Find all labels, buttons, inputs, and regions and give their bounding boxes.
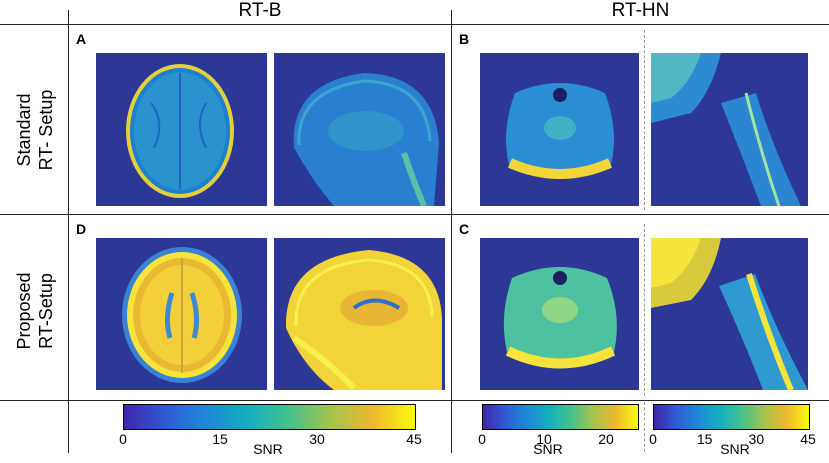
- grid-horizontal-bottom: [0, 400, 829, 401]
- grid-vertical-left: [68, 10, 69, 453]
- mri-neck-axial-standard: [480, 53, 639, 206]
- colorbar-tick-label: 30: [748, 431, 765, 447]
- colorbar-tick-label: 15: [212, 431, 228, 447]
- row-title-proposed-line2: RT-Setup: [36, 273, 56, 349]
- colorbar-rt-b-label: SNR: [253, 441, 283, 457]
- panel-label-b: B: [459, 31, 470, 47]
- panel-label-c: C: [459, 221, 470, 237]
- row-title-standard-line1: Standard: [14, 93, 34, 167]
- panel-label-a: A: [76, 31, 87, 47]
- colorbar-tick-label: 0: [478, 431, 486, 447]
- grid-vertical-middle: [451, 10, 452, 453]
- row-title-standard: Standard RT- Setup: [13, 75, 57, 185]
- colorbar-rt-hn-sagittal-label: SNR: [720, 441, 750, 457]
- grid-horizontal-top: [0, 24, 829, 25]
- colorbar-tick-label: 45: [406, 431, 422, 447]
- colorbar-tick-label: 0: [119, 431, 127, 447]
- colorbar-rt-b: [123, 404, 416, 430]
- divider-dashed-top: [644, 30, 645, 210]
- mri-neck-sagittal-proposed: [651, 238, 808, 390]
- colorbar-tick-label: 20: [598, 431, 614, 447]
- divider-dashed-bottom: [644, 224, 645, 396]
- colorbar-rt-hn-sagittal: [653, 404, 810, 430]
- row-title-proposed: Proposed RT-Setup: [13, 256, 57, 366]
- column-title-rt-hn: RT-HN: [611, 0, 670, 21]
- colorbar-tick-label: 0: [649, 431, 657, 447]
- colorbar-tick-label: 15: [696, 431, 713, 447]
- grid-horizontal-middle: [0, 214, 829, 215]
- column-title-rt-b: RT-B: [238, 0, 282, 21]
- mri-brain-axial-proposed: [96, 238, 267, 390]
- row-title-proposed-line1: Proposed: [14, 272, 34, 350]
- row-title-standard-line2: RT- Setup: [36, 89, 56, 171]
- colorbar-tick-label: 10: [536, 431, 552, 447]
- colorbar-rt-hn-axial: [482, 404, 639, 430]
- panel-label-d: D: [76, 221, 87, 237]
- divider-dashed-colorbar: [644, 402, 645, 452]
- mri-brain-sagittal-standard: [274, 53, 445, 206]
- mri-neck-sagittal-standard: [651, 53, 808, 206]
- colorbar-rt-hn-axial-label: SNR: [533, 441, 563, 457]
- colorbar-tick-label: 30: [309, 431, 325, 447]
- colorbar-tick-label: 45: [800, 431, 816, 447]
- mri-neck-axial-proposed: [480, 238, 639, 390]
- mri-brain-axial-standard: [96, 53, 267, 206]
- mri-brain-sagittal-proposed: [274, 238, 445, 390]
